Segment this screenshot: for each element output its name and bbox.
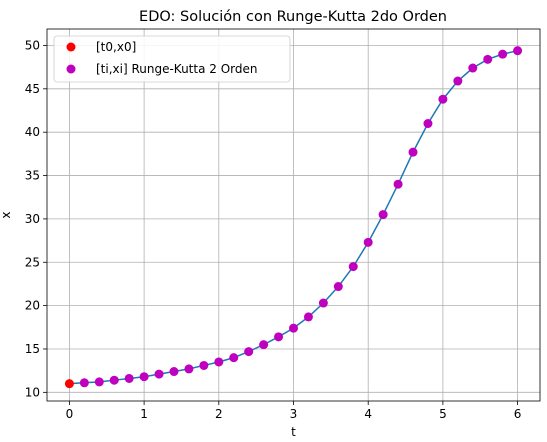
data-point: [94, 377, 104, 387]
data-point: [378, 210, 388, 220]
data-point: [199, 360, 209, 370]
legend-label: [t0,x0]: [96, 40, 136, 54]
data-point: [229, 353, 239, 363]
data-point: [64, 379, 74, 389]
y-tick-label: 50: [25, 38, 40, 52]
data-point: [244, 347, 254, 357]
data-point: [483, 54, 493, 64]
data-point: [289, 323, 298, 333]
legend: [t0,x0] [ti,xi] Runge-Kutta 2 Orden: [53, 35, 291, 83]
data-point: [303, 312, 313, 322]
y-tick-label: 15: [25, 342, 40, 356]
legend-marker: [66, 42, 76, 52]
x-tick-label: 1: [140, 407, 148, 421]
data-point: [513, 46, 523, 56]
x-tick-label: 3: [290, 407, 298, 421]
data-point: [139, 372, 149, 382]
plot-series: [64, 46, 523, 389]
data-point: [184, 364, 194, 374]
x-tick-label: 5: [439, 407, 447, 421]
data-point: [363, 237, 373, 247]
x-tick-label: 6: [514, 407, 522, 421]
data-point: [169, 367, 179, 377]
y-tick-label: 45: [25, 82, 40, 96]
legend-label: [ti,xi] Runge-Kutta 2 Orden: [96, 62, 257, 76]
y-tick-label: 20: [25, 299, 40, 313]
legend-marker: [66, 64, 76, 74]
data-point: [408, 147, 418, 157]
x-axis-label: t: [291, 425, 296, 439]
data-point: [274, 332, 284, 342]
y-tick-label: 30: [25, 212, 40, 226]
y-tick-label: 25: [25, 255, 40, 269]
data-point: [318, 298, 328, 308]
data-point: [498, 49, 508, 59]
data-point: [423, 119, 433, 129]
y-axis-label: x: [0, 211, 13, 218]
data-point: [333, 282, 343, 292]
data-point: [154, 369, 164, 379]
legend-box: [53, 35, 291, 83]
x-tick-label: 4: [364, 407, 372, 421]
y-tick-label: 40: [25, 125, 40, 139]
data-point: [393, 179, 403, 189]
data-point: [124, 373, 134, 383]
data-point: [348, 262, 358, 272]
y-tick-label: 10: [25, 385, 40, 399]
data-point: [453, 76, 463, 86]
data-point: [259, 340, 269, 350]
y-tick-label: 35: [25, 169, 40, 183]
x-tick-label: 2: [215, 407, 223, 421]
grid: [47, 29, 540, 401]
chart-title: EDO: Solución con Runge-Kutta 2do Orden: [139, 9, 447, 25]
data-point: [214, 357, 224, 367]
data-point: [438, 94, 448, 104]
data-point: [109, 375, 119, 385]
data-point: [468, 63, 478, 73]
data-point: [79, 378, 89, 388]
x-tick-label: 0: [66, 407, 74, 421]
